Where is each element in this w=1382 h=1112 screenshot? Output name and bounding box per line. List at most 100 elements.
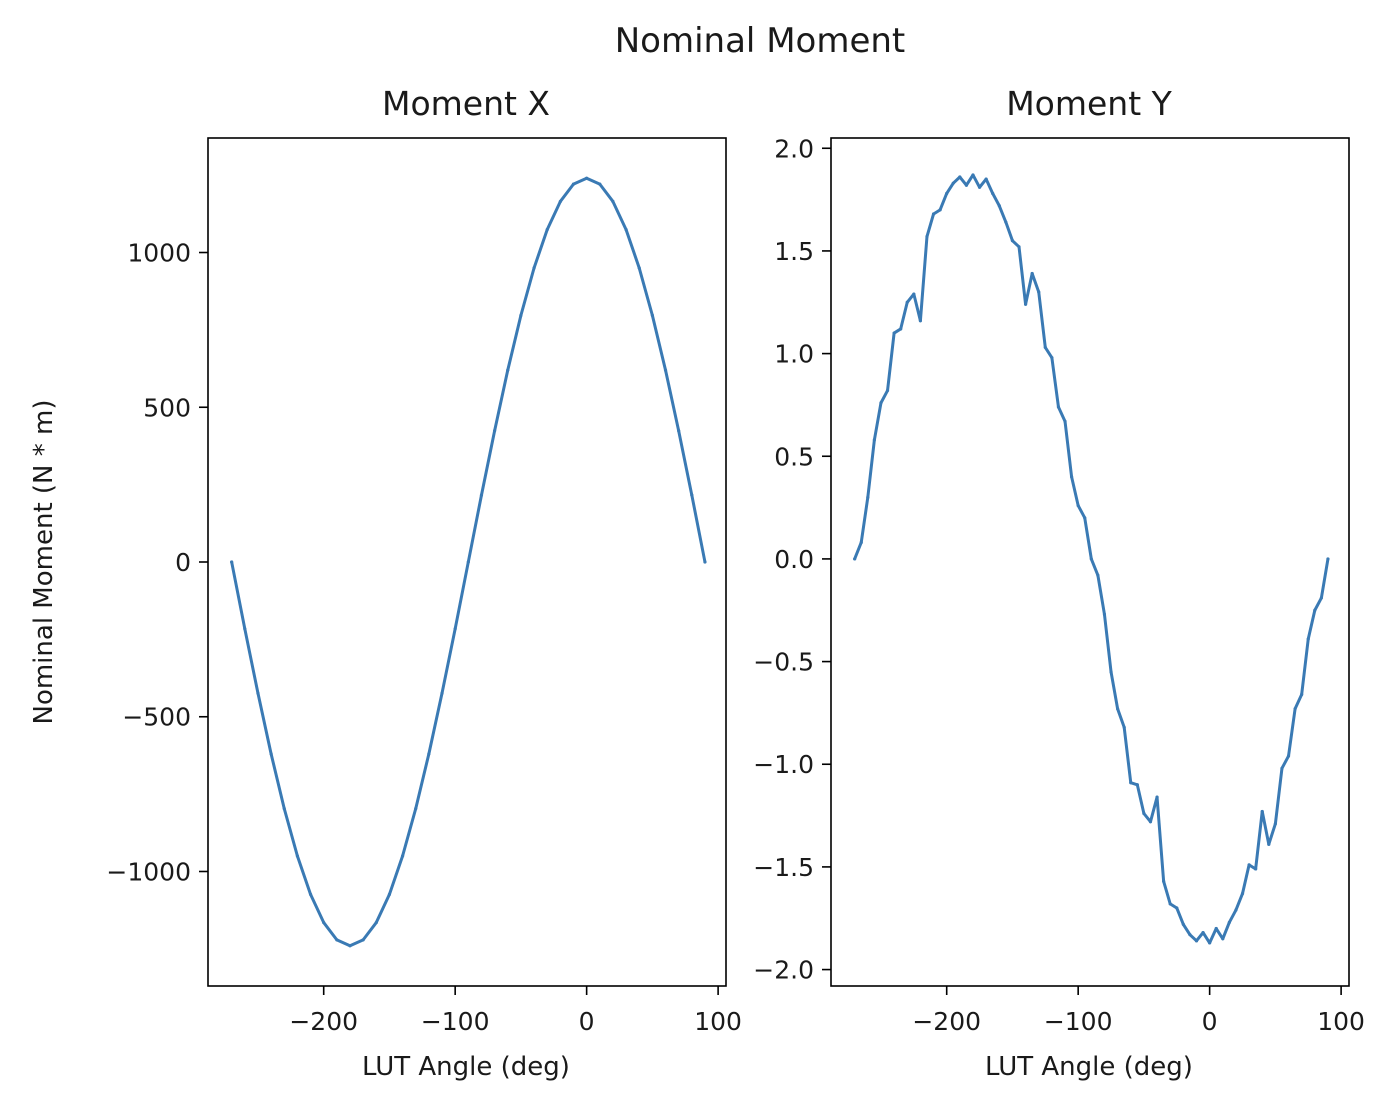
moment-y-data-point xyxy=(984,177,988,181)
moment-y-data-point xyxy=(872,438,876,442)
moment-x-data-point xyxy=(519,313,523,317)
moment-x-data-point xyxy=(532,266,536,270)
moment-y-data-point xyxy=(892,331,896,335)
moment-x-data-point xyxy=(624,228,628,232)
moment-y-data-point xyxy=(1162,879,1166,883)
moment-x-data-point xyxy=(677,429,681,433)
moment-y-data-point xyxy=(977,185,982,189)
moment-y-xtick-label: −100 xyxy=(1044,1007,1113,1036)
moment-y-data-point xyxy=(1273,822,1277,826)
moment-y-data-point xyxy=(1050,356,1054,360)
moment-y-data-point xyxy=(1280,766,1284,770)
moment-x-data-point xyxy=(322,920,326,925)
moment-y-data-point xyxy=(1069,475,1074,479)
moment-y-plot-area xyxy=(830,137,1350,987)
moment-x-title: Moment X xyxy=(382,84,550,123)
moment-x-ytick-label: 0 xyxy=(175,548,191,577)
moment-x-data-point xyxy=(308,892,313,896)
moment-y-data-point xyxy=(1267,842,1271,846)
moment-y-data-point xyxy=(1148,820,1153,824)
moment-x-plot-area xyxy=(207,137,727,987)
moment-y-data-point xyxy=(1306,637,1310,641)
moment-y-data-point xyxy=(945,191,949,196)
moment-x-data-point xyxy=(650,313,654,317)
moment-x-data-point xyxy=(387,892,392,896)
moment-y-data-point xyxy=(866,495,870,499)
moment-y-data-point xyxy=(1300,692,1304,697)
moment-y-data-point xyxy=(918,319,923,323)
moment-x-data-point xyxy=(637,266,641,270)
moment-x-ytick-label: 500 xyxy=(143,393,191,422)
moment-y-data-point xyxy=(1313,608,1317,612)
moment-y-data-point xyxy=(1194,939,1199,943)
moment-y-data-point xyxy=(1247,863,1251,867)
moment-y-data-point xyxy=(1076,503,1080,508)
moment-x-data-point xyxy=(414,807,418,811)
moment-y-ytick-label: 1.0 xyxy=(774,340,814,369)
moment-y-data-point xyxy=(925,234,929,239)
moment-x-xtick-label: −200 xyxy=(289,1007,358,1036)
moment-x-data-point xyxy=(400,854,405,858)
moment-y-data-point xyxy=(879,401,883,405)
moment-y-axes-frame xyxy=(830,137,1350,987)
moment-y-data-point xyxy=(1063,419,1067,423)
moment-y-data-point xyxy=(853,557,857,561)
moment-y-data-point xyxy=(1260,809,1264,814)
moment-y-data-point xyxy=(1286,754,1291,758)
moment-y-chart: Moment Y −200 −100 0 100 −2.0 −1.5 −1.0 −0.5 0.0… xyxy=(753,84,1365,1082)
moment-x-data-point xyxy=(479,493,484,497)
moment-y-data-point xyxy=(958,175,962,179)
moment-y-ytick-label: −0.5 xyxy=(753,648,814,677)
moment-y-data-point xyxy=(1004,220,1008,224)
moment-y-data-point xyxy=(1221,937,1225,941)
moment-x-data-point xyxy=(545,228,549,232)
moment-x-data-point xyxy=(282,807,286,811)
moment-x-data-point xyxy=(506,368,510,372)
moment-y-data-point xyxy=(1155,795,1159,799)
moment-x-data-point xyxy=(558,199,562,204)
moment-x-xtick-label: 0 xyxy=(579,1007,595,1036)
moment-x-data-point xyxy=(256,691,260,695)
moment-y-title: Moment Y xyxy=(1006,84,1172,123)
moment-x-data-point xyxy=(493,429,497,433)
moment-x-data-point xyxy=(348,944,352,948)
moment-x-xtick-label: −100 xyxy=(421,1007,490,1036)
moment-y-xtick-label: −200 xyxy=(912,1007,981,1036)
moment-y-data-point xyxy=(1102,612,1107,616)
moment-x-data-point xyxy=(703,560,707,564)
moment-x-data-point xyxy=(453,627,457,631)
moment-y-data-point xyxy=(938,208,942,212)
moment-y-data-point xyxy=(1096,573,1100,577)
moment-y-data-point xyxy=(1129,781,1133,785)
moment-y-data-point xyxy=(1017,245,1021,249)
moment-x-ylabel: Nominal Moment (N * m) xyxy=(29,400,59,725)
moment-y-ytick-label: −1.5 xyxy=(753,853,814,882)
moment-y-data-point xyxy=(1056,405,1061,409)
moment-x-ytick-label: 1000 xyxy=(127,239,191,268)
moment-x-ytick-label: −500 xyxy=(122,703,191,732)
moment-y-data-point xyxy=(1319,596,1323,600)
moment-x-ytick-label: −1000 xyxy=(106,857,191,886)
moment-y-data-point xyxy=(1326,557,1330,561)
moment-x-data-point xyxy=(466,560,470,564)
moment-y-data-point xyxy=(951,181,955,185)
moment-x-data-point xyxy=(585,176,589,180)
moment-y-data-point xyxy=(1234,908,1238,912)
moment-y-data-point xyxy=(1188,933,1192,937)
moment-x-data-point xyxy=(690,493,694,497)
moment-y-data-point xyxy=(1227,920,1231,924)
moment-x-data-point xyxy=(269,752,273,756)
moment-y-data-point xyxy=(1043,345,1047,350)
moment-y-ytick-label: −2.0 xyxy=(753,956,814,985)
moment-y-data-point xyxy=(1135,783,1139,787)
moment-y-data-point xyxy=(1175,906,1179,910)
moment-y-data-point xyxy=(1240,892,1245,896)
moment-y-data-point xyxy=(1214,926,1218,931)
moment-x-data-point xyxy=(243,627,247,631)
moment-y-ytick-label: −1.0 xyxy=(753,750,814,779)
moment-x-data-point xyxy=(611,199,615,204)
moment-y-data-point xyxy=(931,212,936,216)
moment-y-data-point xyxy=(1168,902,1172,906)
moment-y-data-point xyxy=(1037,290,1041,294)
